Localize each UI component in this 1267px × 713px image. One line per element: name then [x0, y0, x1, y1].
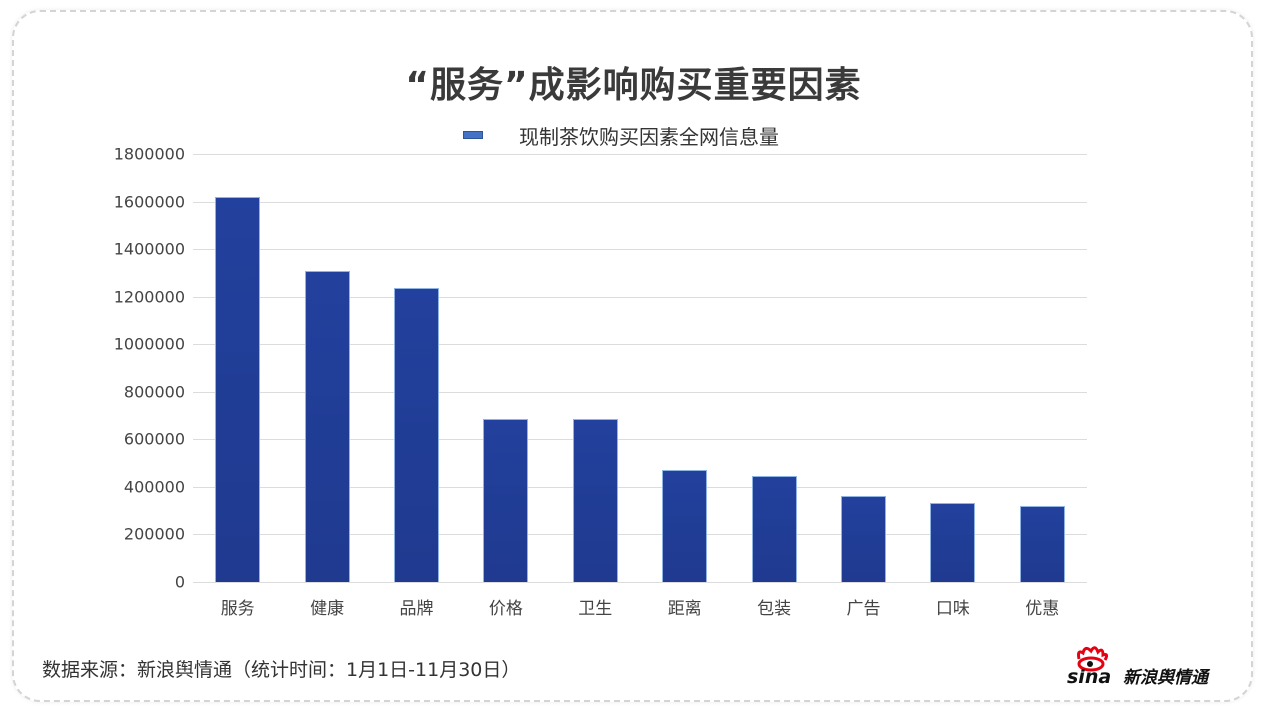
y-tick-label: 800000 — [123, 382, 185, 402]
logo-text: 新浪舆情通 — [1123, 668, 1208, 688]
legend-swatch-icon — [463, 131, 483, 139]
legend-label: 现制茶饮购买因素全网信息量 — [519, 124, 779, 149]
x-tick-label: 优惠 — [1025, 599, 1060, 619]
y-tick-label: 400000 — [123, 477, 185, 497]
bar-优惠 — [1019, 505, 1065, 582]
gridline — [193, 249, 1087, 251]
bar-服务 — [215, 196, 261, 582]
data-source-note: 数据来源：新浪舆情通（统计时间：1月1日-11月30日） — [42, 659, 521, 681]
gridline — [193, 154, 1087, 155]
gridline — [193, 582, 1087, 583]
y-tick-label: 1400000 — [113, 239, 185, 259]
gridline — [193, 296, 1087, 298]
gridline — [193, 534, 1087, 536]
sina-eye-icon: sina — [1067, 646, 1111, 688]
bar-距离 — [662, 469, 708, 582]
x-tick-label: 健康 — [310, 599, 345, 619]
x-tick-label: 价格 — [488, 599, 523, 619]
bar-包装 — [751, 475, 797, 582]
x-tick-label: 口味 — [935, 599, 970, 619]
bar-卫生 — [572, 418, 618, 582]
sina-logo: sina 新浪舆情通 — [1065, 645, 1235, 688]
legend: 现制茶饮购买因素全网信息量 — [463, 122, 779, 149]
bar-价格 — [483, 418, 529, 582]
chart-title: “服务”成影响购买重要因素 — [405, 65, 862, 106]
y-tick-label: 1800000 — [113, 144, 185, 164]
gridline — [193, 391, 1087, 393]
y-tick-label: 1000000 — [113, 334, 185, 354]
x-tick-label: 服务 — [220, 599, 255, 619]
y-tick-label: 600000 — [123, 429, 185, 449]
x-tick-label: 广告 — [846, 599, 881, 619]
plot-area — [193, 154, 1087, 583]
x-tick-label: 卫生 — [578, 599, 613, 619]
y-tick-label: 200000 — [123, 524, 185, 544]
x-tick-label: 包装 — [757, 599, 792, 619]
bar-广告 — [841, 495, 886, 582]
gridline — [193, 201, 1087, 203]
gridline — [193, 344, 1087, 346]
svg-text:sina: sina — [1067, 666, 1111, 687]
x-tick-label: 品牌 — [399, 599, 434, 619]
bar-品牌 — [394, 288, 439, 582]
y-tick-label: 0 — [174, 572, 185, 592]
bar-健康 — [304, 270, 350, 582]
y-tick-label: 1200000 — [113, 287, 185, 307]
x-tick-label: 距离 — [667, 599, 702, 619]
gridline — [193, 439, 1087, 441]
bar-口味 — [930, 503, 976, 582]
gridline — [193, 486, 1087, 488]
y-tick-label: 1600000 — [113, 192, 185, 212]
